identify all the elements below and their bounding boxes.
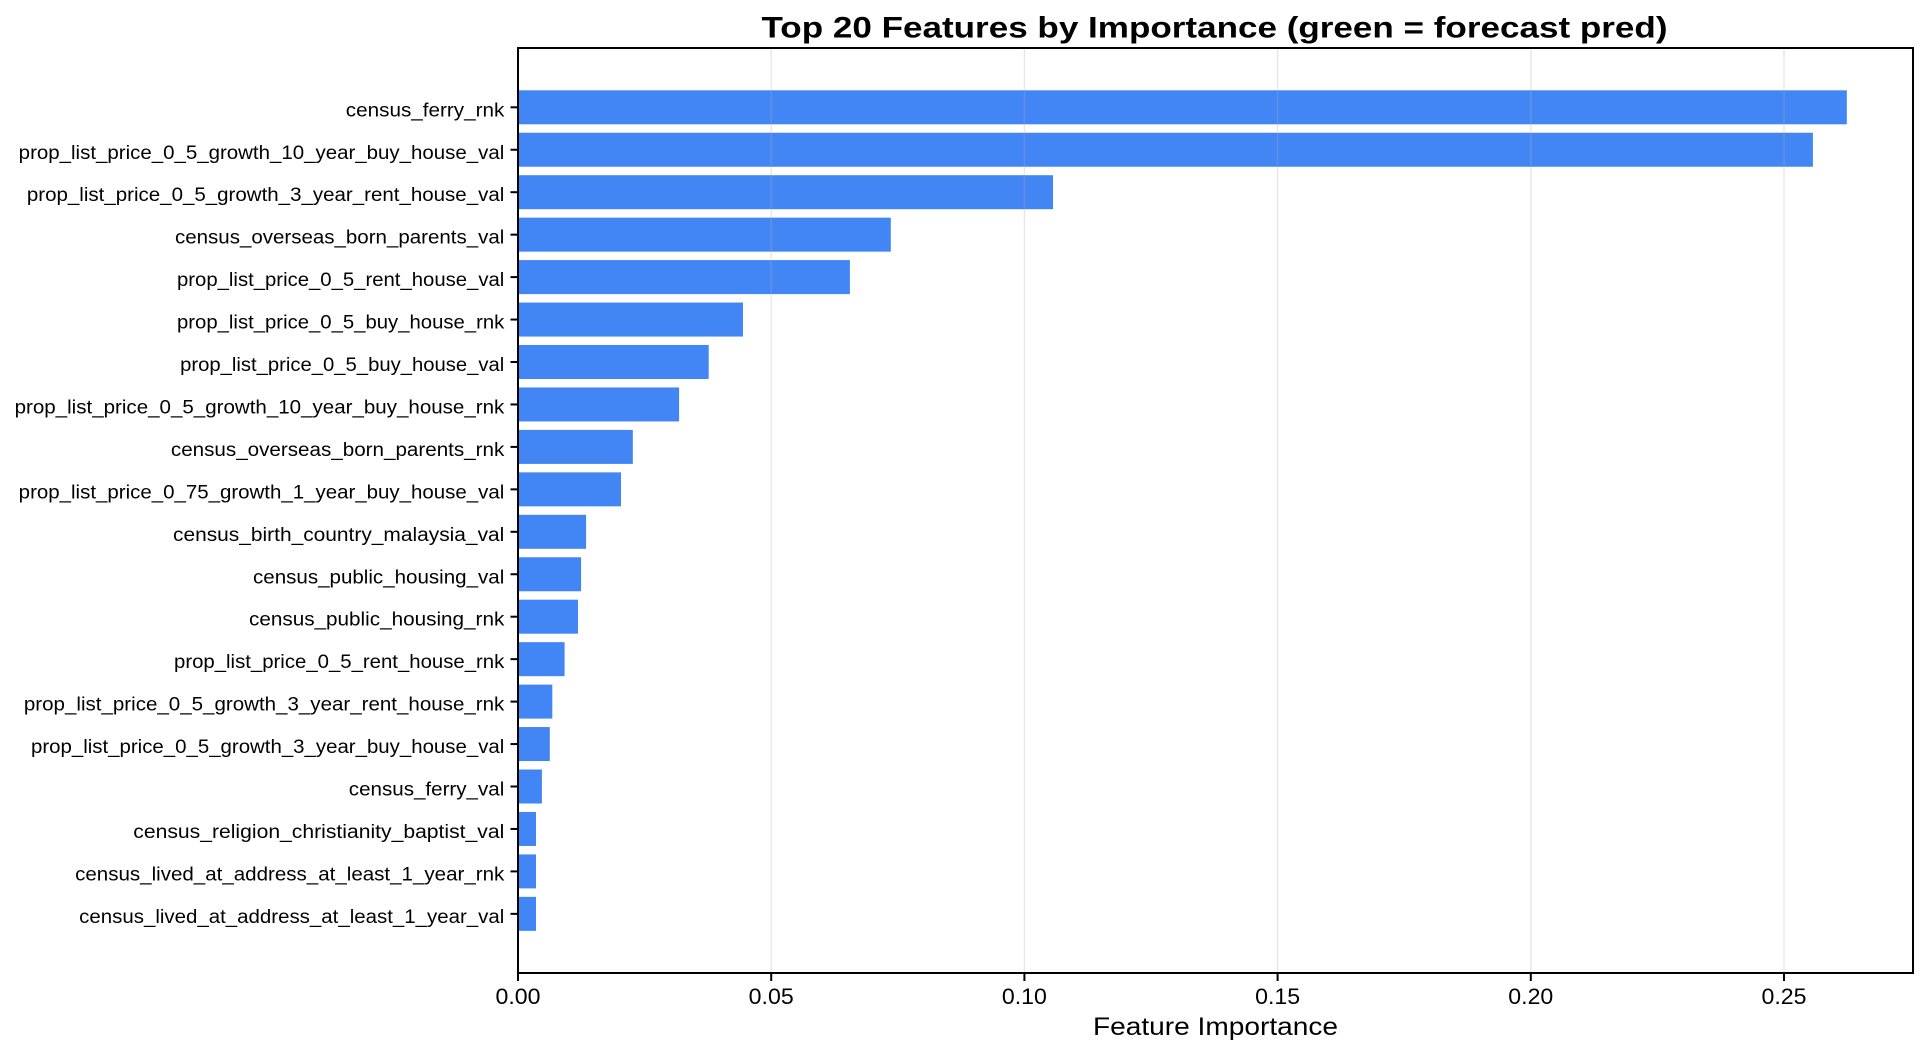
svg-text:census_public_housing_val: census_public_housing_val (253, 567, 504, 588)
svg-text:prop_list_price_0_5_rent_house: prop_list_price_0_5_rent_house_val (177, 270, 504, 291)
svg-text:prop_list_price_0_5_buy_house_: prop_list_price_0_5_buy_house_rnk (177, 313, 505, 334)
svg-text:prop_list_price_0_5_growth_3_y: prop_list_price_0_5_growth_3_year_rent_h… (24, 695, 505, 716)
svg-text:prop_list_price_0_5_buy_house_: prop_list_price_0_5_buy_house_val (180, 355, 504, 376)
svg-text:census_religion_christianity_b: census_religion_christianity_baptist_val (133, 822, 504, 843)
svg-text:prop_list_price_0_75_growth_1_: prop_list_price_0_75_growth_1_year_buy_h… (19, 482, 505, 503)
svg-text:prop_list_price_0_5_rent_house: prop_list_price_0_5_rent_house_rnk (174, 652, 505, 673)
svg-text:prop_list_price_0_5_growth_3_y: prop_list_price_0_5_growth_3_year_buy_ho… (31, 737, 504, 758)
svg-text:census_lived_at_address_at_lea: census_lived_at_address_at_least_1_year_… (79, 907, 504, 928)
svg-text:census_ferry_val: census_ferry_val (349, 780, 505, 801)
svg-text:0.15: 0.15 (1255, 984, 1300, 1009)
svg-text:Feature Importance: Feature Importance (1093, 1013, 1338, 1041)
svg-text:0.05: 0.05 (749, 984, 794, 1009)
svg-text:prop_list_price_0_5_growth_3_y: prop_list_price_0_5_growth_3_year_rent_h… (27, 185, 504, 206)
svg-text:census_lived_at_address_at_lea: census_lived_at_address_at_least_1_year_… (75, 864, 505, 885)
svg-text:census_ferry_rnk: census_ferry_rnk (346, 100, 505, 121)
svg-text:census_overseas_born_parents_v: census_overseas_born_parents_val (175, 228, 504, 249)
svg-text:census_overseas_born_parents_r: census_overseas_born_parents_rnk (171, 440, 505, 461)
svg-text:census_birth_country_malaysia_: census_birth_country_malaysia_val (173, 525, 504, 546)
svg-text:0.25: 0.25 (1762, 984, 1807, 1009)
svg-text:prop_list_price_0_5_growth_10_: prop_list_price_0_5_growth_10_year_buy_h… (15, 397, 505, 418)
svg-text:Top 20 Features by Importance: Top 20 Features by Importance (green = f… (762, 11, 1668, 44)
svg-text:prop_list_price_0_5_growth_10_: prop_list_price_0_5_growth_10_year_buy_h… (19, 143, 505, 164)
svg-text:census_public_housing_rnk: census_public_housing_rnk (249, 610, 505, 631)
svg-text:0.10: 0.10 (1002, 984, 1047, 1009)
svg-text:0.20: 0.20 (1508, 984, 1553, 1009)
svg-text:0.00: 0.00 (496, 984, 541, 1009)
